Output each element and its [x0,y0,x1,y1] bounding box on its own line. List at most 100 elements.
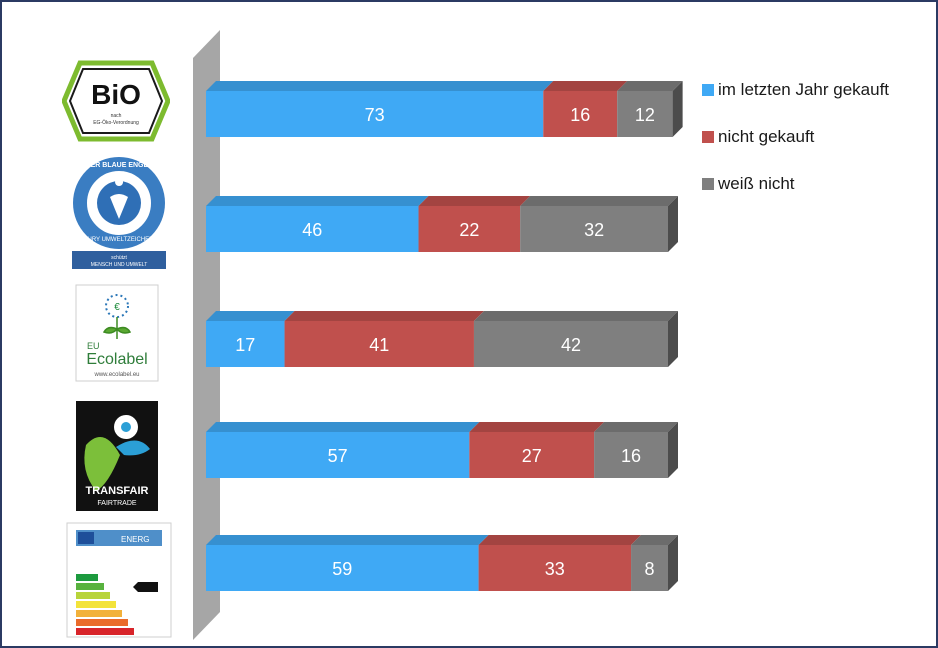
bars-layer: 73 16 12 46 22 32 17 41 42 57 27 16 59 33 8 [206,81,683,591]
bar-value-label: 16 [621,446,641,466]
bar-segment [469,432,595,478]
eu-flower-icon [105,294,129,318]
angel-figure-icon [110,178,128,219]
blaue-engel-logo: DER BLAUE ENGEL JURY UMWELTZEICHEN schüt… [72,157,166,269]
bar-segment [418,206,521,252]
bar-value-label: 57 [328,446,348,466]
bar-segment [617,91,673,137]
bar-value-label: 73 [365,105,385,125]
blaue-engel-band-text-1: schützt [111,255,127,261]
bar-segment-side [668,196,678,252]
bar-segment-top [473,311,678,321]
energy-class-bar-5 [76,610,122,617]
bar-row: 57 27 16 [206,422,678,478]
legend-item-weiss-nicht: weiß nicht [702,172,889,196]
fairtrade-arm-icon [116,440,150,456]
bar-segment-top [206,311,295,321]
bar-value-label: 32 [584,220,604,240]
bar-segment [594,432,668,478]
legend: im letzten Jahr gekauft nicht gekauft we… [702,78,889,219]
fairtrade-leaf-icon [84,437,120,491]
bar-segment-top [206,81,554,91]
energy-label-title: ENERG [121,535,149,544]
bar-row: 59 33 8 [206,535,678,591]
legend-label: weiß nicht [718,174,795,193]
ecolabel-name-text: Ecolabel [86,351,147,368]
eu-flag-icon [78,532,94,544]
bar-segment-top [594,422,678,432]
bar-segment-top [478,535,642,545]
bar-value-label: 59 [332,559,352,579]
energy-class-bar-6 [76,619,128,626]
legend-label: nicht gekauft [718,127,815,146]
legend-item-gekauft: im letzten Jahr gekauft [702,78,889,102]
energy-rating-arrow-icon [133,582,158,592]
blaue-engel-band-text-2: MENSCH UND UMWELT [91,262,148,268]
eu-energy-label-logo: ENERG [66,522,172,638]
transfair-fairtrade-logo: TRANSFAIR FAIRTRADE [76,401,158,511]
bio-hexagon-inner [68,68,164,134]
bar-segment [206,545,479,591]
legend-swatch-grey [702,178,714,190]
bio-logo-sub1: nach [111,113,122,119]
bar-segment-side [672,81,683,137]
legend-swatch-blue [702,84,714,96]
bar-segment-top [418,196,531,206]
bar-value-label: 33 [545,559,565,579]
energy-class-bar-7 [76,628,134,635]
bar-value-label: 16 [570,105,590,125]
bar-segment-top [206,196,429,206]
bar-value-label: 22 [459,220,479,240]
energy-label-header [76,530,162,546]
bar-segment-top [520,196,678,206]
bar-segment-side [668,535,678,591]
bar-segment-top [284,311,484,321]
bar-segment [478,545,632,591]
bio-logo-text: BiO [91,79,141,110]
bar-value-label: 12 [635,105,655,125]
bar-row: 46 22 32 [206,196,678,252]
ecolabel-eu-text: EU [87,341,100,351]
bar-value-label: 27 [522,446,542,466]
legend-label: im letzten Jahr gekauft [718,80,890,99]
bar-segment-top [631,535,678,545]
eu-ecolabel-logo: € EU Ecolabel www.ecolabel.eu [75,284,159,382]
bar-segment [284,321,474,367]
ecolabel-url-text: www.ecolabel.eu [93,372,139,378]
blaue-engel-band [72,251,166,269]
bio-siegel-logo: BiO nach EG-Öko-Verordnung [62,60,170,142]
energy-class-bar-4 [76,601,116,608]
blaue-engel-ring-text: DER BLAUE ENGEL [86,162,154,169]
bar-segment [206,432,470,478]
bar-segment [206,206,419,252]
bar-value-label: 41 [369,335,389,355]
flower-stem-icon [102,317,132,339]
legend-item-nicht-gekauft: nicht gekauft [702,125,889,149]
energy-class-bar-3 [76,592,110,599]
bar-segment [543,91,618,137]
bar-segment-side [668,311,678,367]
bar-segment-top [617,81,683,91]
bar-segment-top [206,422,480,432]
bio-logo-sub2: EG-Öko-Verordnung [93,119,139,126]
bar-row: 73 16 12 [206,81,683,137]
energy-class-bar-1 [76,574,98,581]
bar-segment-side [668,422,678,478]
bar-segment-top [543,81,628,91]
bar-segment [473,321,668,367]
blaue-engel-ring-text-2: JURY UMWELTZEICHEN [84,237,153,243]
bar-segment-top [469,422,605,432]
bar-value-label: 8 [645,559,655,579]
legend-swatch-red [702,131,714,143]
bar-segment [520,206,668,252]
fairtrade-head-dot [121,422,131,432]
bar-value-label: 46 [302,220,322,240]
fairtrade-name-text: TRANSFAIR [86,485,149,497]
bar-segment [631,545,668,591]
bar-segment-top [206,535,489,545]
fairtrade-sub-text: FAIRTRADE [97,500,136,507]
euro-symbol: € [114,302,120,313]
bar-value-label: 17 [235,335,255,355]
bar-segment [206,91,544,137]
